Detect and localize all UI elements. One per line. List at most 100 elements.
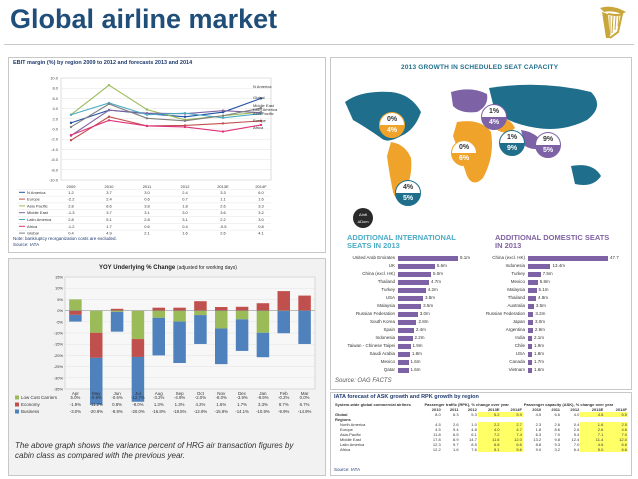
yoy-caption: The above graph shows the variance perce… xyxy=(15,441,294,460)
seat-value-label: 47.7 xyxy=(610,255,619,260)
ebit-table-cell: 3.0 xyxy=(258,217,264,222)
bubble-intl-value: 0% xyxy=(386,116,398,123)
seat-capacity-panel: 2013 GROWTH IN SCHEDULED SEAT CAPACITY 1… xyxy=(330,57,632,390)
ebit-line-chart: 10.0 8.0 6.0 4.0 2.0 0.0 -2.0 -4.0 -6.0 -8.0 -10.0… xyxy=(17,76,278,236)
yoy-table-cell: -9.9% xyxy=(257,395,268,400)
seat-country-label: Qatar xyxy=(383,367,395,372)
seat-value-label: 2.2m xyxy=(414,335,425,340)
seat-value-bar xyxy=(528,311,534,317)
yoy-row-name: Economy xyxy=(21,402,41,407)
iata-cell: 7.1 xyxy=(580,432,605,437)
slide-title: Global airline market xyxy=(10,4,278,34)
bubble-intl-value: 9% xyxy=(542,136,554,143)
yoy-row-name: Low Cost Carriers xyxy=(21,395,58,400)
seat-country-label: Argentina xyxy=(505,327,525,332)
iata-row-name: Europe xyxy=(340,427,353,432)
yoy-table-cell: -1.9% xyxy=(70,402,81,407)
yoy-table-cell: -15.9% xyxy=(214,409,228,414)
ebit-table-cell: 2.6 xyxy=(220,203,226,208)
yoy-bar xyxy=(131,356,145,402)
ebit-point xyxy=(69,133,73,137)
iata-year-row: 2010 2011 2012 2013E 2014F 2010 2011 2012 2013E 2… xyxy=(334,407,628,412)
yoy-table-cell: 0.8% xyxy=(112,402,122,407)
iata-row: Asia-Pacific 11.8 6.5 6.1 7.2 7.4 6.3 7.0 5.4 7.1… xyxy=(334,432,628,437)
seat-country-label: Russian Federation xyxy=(485,311,525,316)
iata-cell: 7.0 xyxy=(604,432,628,437)
seat-country-label: USA xyxy=(515,351,525,356)
seat-value-label: 5.0m xyxy=(432,271,443,276)
ebit-table-cell: 3.7 xyxy=(106,210,112,215)
dom-seats-bar-list: China (excl. HK) 47.7 Indonesia 13.4m Turkey… xyxy=(481,254,629,374)
ebit-point xyxy=(221,122,225,125)
ebit-title: EBIT margin (%) by region 2009 to 2012 a… xyxy=(13,60,193,66)
ebit-point xyxy=(221,130,225,133)
seat-value-bar xyxy=(398,311,418,317)
ebit-series-label: Europe xyxy=(253,118,267,123)
seat-value-label: 2.9m xyxy=(534,327,545,332)
yoy-month-label: Nov xyxy=(217,391,226,396)
yoy-bar xyxy=(90,332,103,358)
yoy-table-cell: -10.9% xyxy=(256,409,270,414)
seat-country-label: Mexico xyxy=(510,279,525,284)
seat-value-bar xyxy=(528,367,532,373)
seat-value-bar xyxy=(528,335,532,341)
yoy-table-cell: -3.2% xyxy=(153,395,164,400)
iata-cell: 11.8 xyxy=(433,432,441,437)
seat-value-bar xyxy=(528,359,532,365)
yoy-table-cell: -12.7% xyxy=(131,395,145,400)
iata-cell: 12.4 xyxy=(571,437,580,442)
yoy-table-cell: -14.9% xyxy=(298,409,312,414)
yoy-y-tick: 0% xyxy=(57,308,63,313)
seat-bar-row: USA 3.8m xyxy=(335,294,475,302)
iata-cell: 9.4 xyxy=(453,427,459,432)
seat-value-bar xyxy=(398,351,410,357)
seat-country-label: Thailand xyxy=(507,295,525,300)
harp-logo-icon xyxy=(600,6,626,39)
ebit-point xyxy=(259,119,263,123)
iata-cell: 4.0 xyxy=(477,427,501,432)
seat-source: Source: OAG FACTS xyxy=(335,378,392,384)
ebit-point xyxy=(259,112,263,115)
iata-cell: 6.1 xyxy=(471,432,477,437)
yoy-bar xyxy=(173,321,186,364)
seat-value-bar xyxy=(528,295,537,301)
yoy-legend-swatch xyxy=(15,409,19,414)
iata-cell: 3.2 xyxy=(554,447,561,452)
ebit-table-cell: 6.0 xyxy=(258,190,264,195)
ebit-note: Note: bankruptcy reorganization costs ar… xyxy=(13,236,117,241)
seat-value-label: 3.8m xyxy=(425,295,436,300)
iata-title: IATA forecast of ASK growth and RPK grow… xyxy=(334,394,479,400)
ebit-table-series-name: Middle East xyxy=(27,210,49,215)
seat-value-bar xyxy=(528,343,532,349)
ebit-series-label: Latin America xyxy=(253,107,278,112)
ebit-series-label: Asia Pacific xyxy=(253,111,274,116)
seat-bar-row: Turkey 7.5m xyxy=(481,270,629,278)
iata-cell: 2.5 xyxy=(604,422,628,427)
seat-value-bar xyxy=(398,295,424,301)
yoy-bar xyxy=(194,310,207,316)
yoy-month-label: Feb xyxy=(280,391,288,396)
iata-cell: 8.8 xyxy=(535,442,542,447)
iata-cell: 1.6 xyxy=(453,447,459,452)
seat-country-label: Turkey xyxy=(381,287,395,292)
seat-country-label: Canada xyxy=(509,359,525,364)
iata-cell: 6.8 xyxy=(477,442,501,447)
iata-cell: 0.4 xyxy=(573,422,580,427)
seat-value-label: 13.4m xyxy=(552,263,565,268)
seat-country-label: Australia xyxy=(507,303,525,308)
iata-cell: 6.4 xyxy=(573,447,580,452)
iata-forecast-table: System-wide global commercial airlines Pa… xyxy=(334,402,628,452)
yoy-bar xyxy=(215,310,228,329)
iata-header-cell: System-wide global commercial airlines xyxy=(335,402,411,407)
ebit-table-cell: 1.2 xyxy=(68,190,74,195)
yoy-table-cell: -0.2% xyxy=(278,395,289,400)
seat-bar-row: Japan 3.0m xyxy=(481,318,629,326)
iata-cell: 12.0 xyxy=(604,437,628,442)
iata-cell: 5.6 xyxy=(500,447,523,452)
iata-row: Europe 4.5 9.4 4.8 4.0 4.7 1.8 8.6 2.6 2.6 4.6 xyxy=(334,427,628,432)
seat-bar-row: USA 1.8m xyxy=(481,350,629,358)
ebit-table-series-name: Latin America xyxy=(27,217,52,222)
iata-row-name: Latin America xyxy=(340,442,365,447)
ebit-point xyxy=(145,124,149,128)
seat-bar-row: Turkey 4.2m xyxy=(335,286,475,294)
